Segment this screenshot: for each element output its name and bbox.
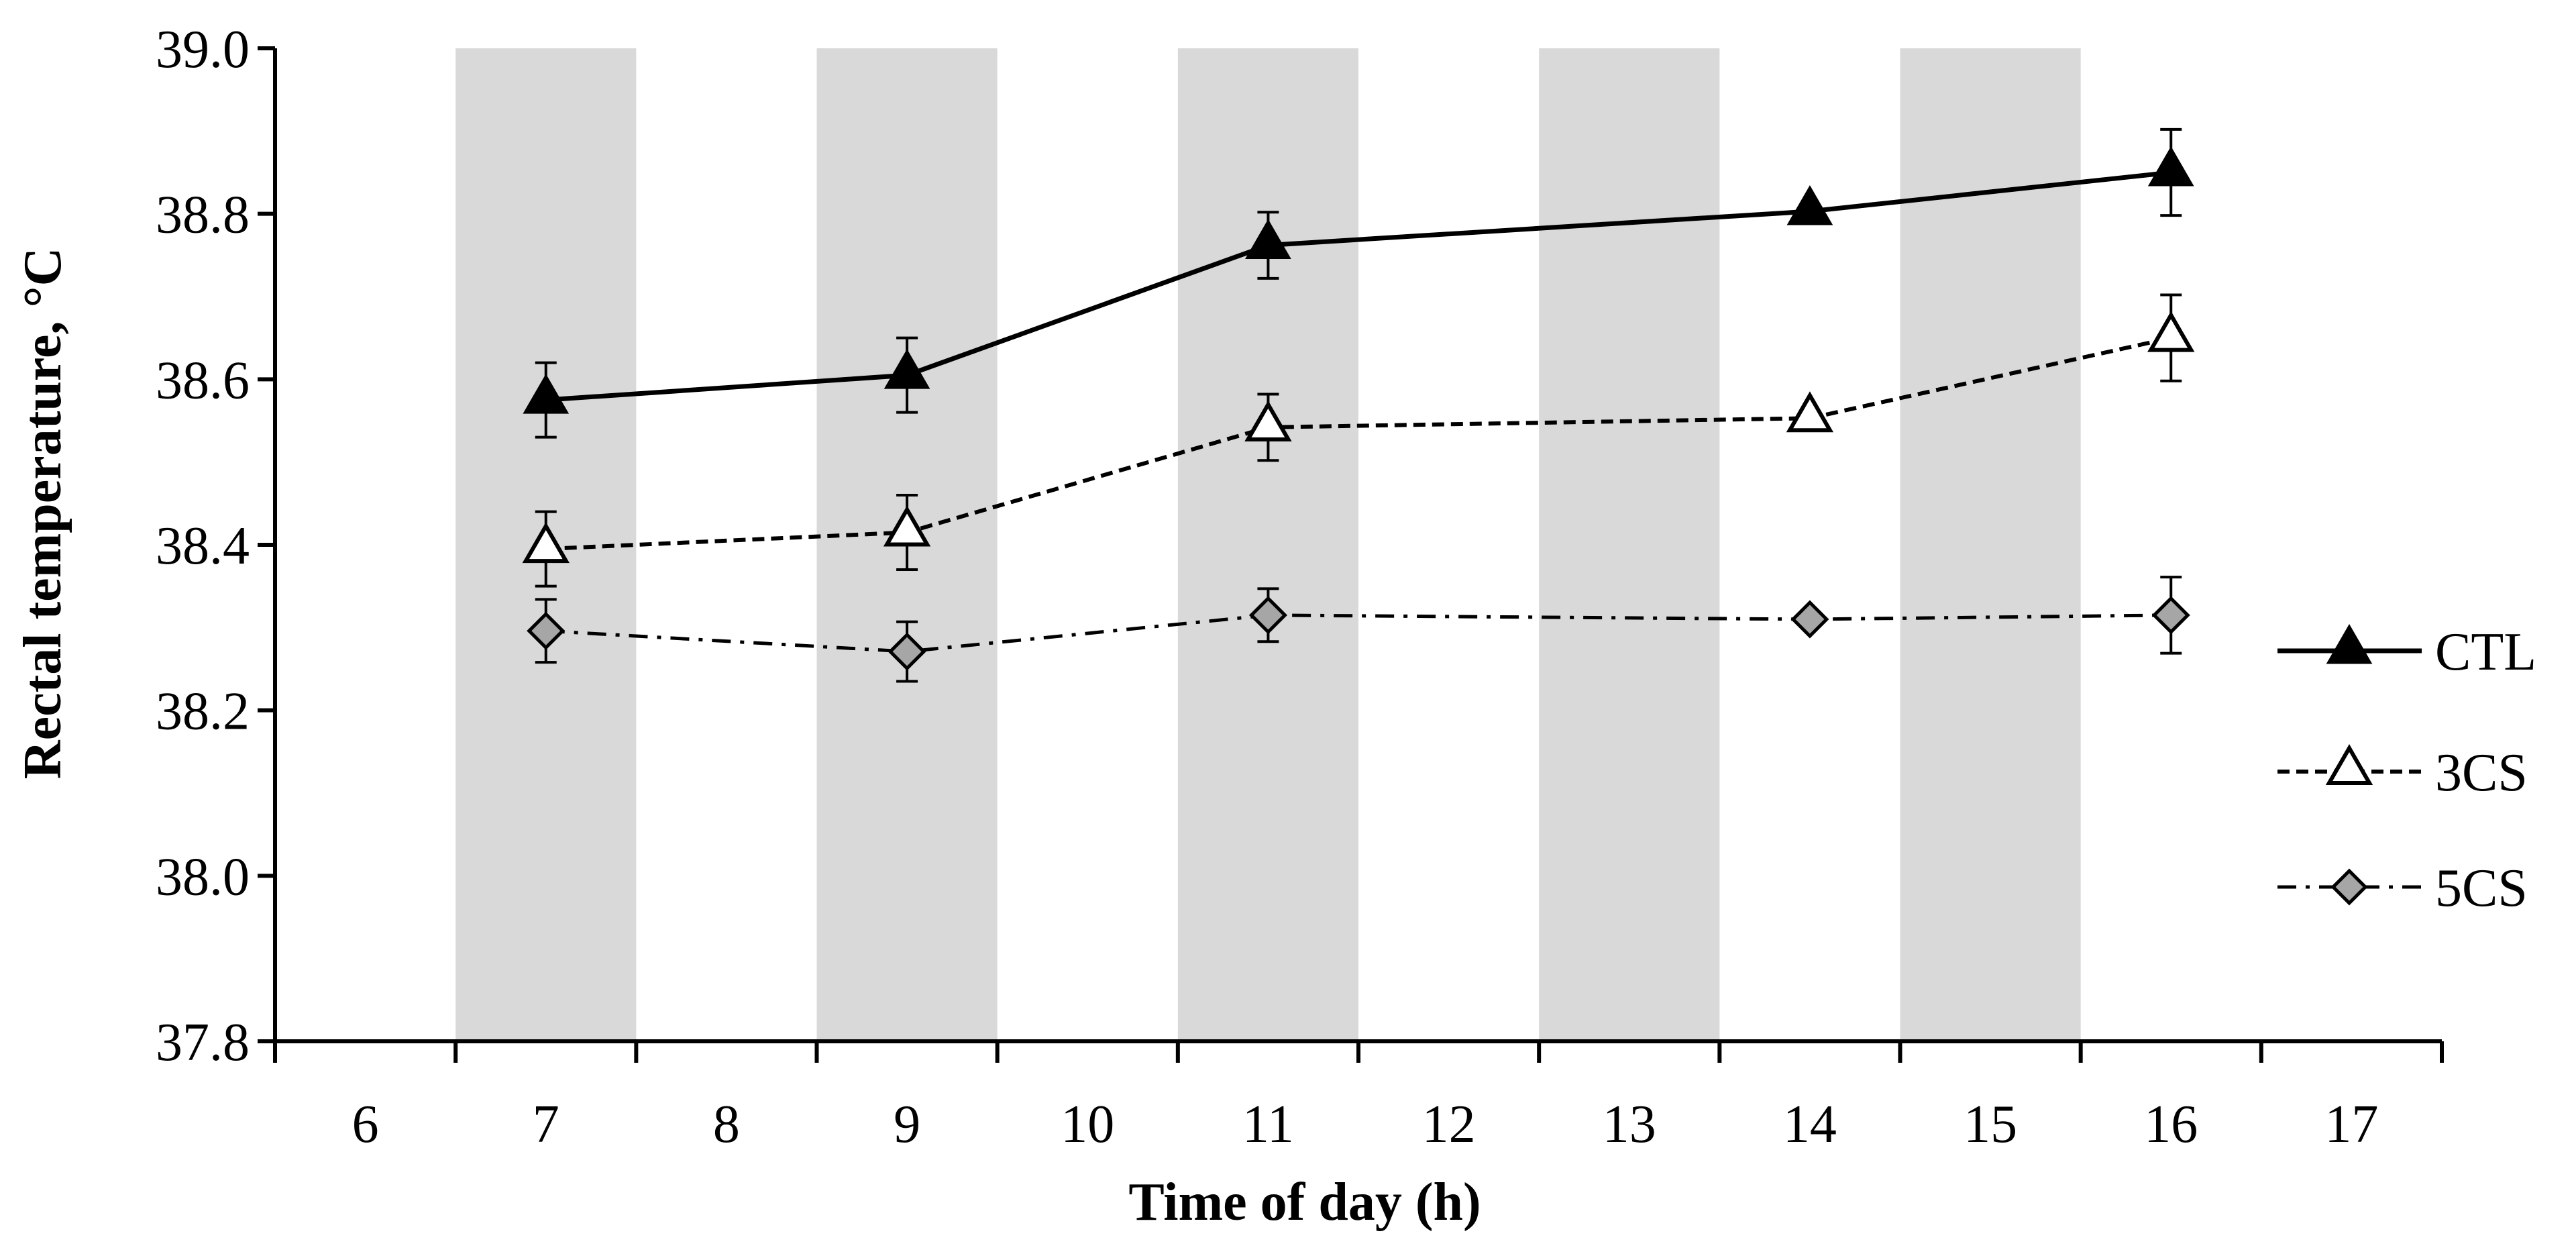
- y-tick-label: 38.8: [156, 186, 250, 245]
- shaded-band-11: [1177, 48, 1358, 1041]
- y-tick-label: 38.2: [156, 682, 250, 741]
- shaded-bands: [455, 48, 2081, 1041]
- shaded-band-13: [1539, 48, 1720, 1041]
- series-5cs: [527, 576, 2190, 683]
- x-tick-label: 13: [1603, 1095, 1656, 1154]
- point-5cs-9: [888, 632, 926, 671]
- point-3cs-7: [522, 522, 570, 564]
- legend-item-5cs: 5CS: [2277, 859, 2528, 918]
- y-axis-title: Rectal temperature, °C: [13, 248, 72, 779]
- y-tick-label: 38.4: [156, 517, 250, 576]
- point-3cs-16: [2147, 311, 2195, 352]
- y-tick-label: 37.8: [156, 1013, 250, 1072]
- x-tick-label: 7: [533, 1095, 559, 1154]
- shaded-band-15: [1900, 48, 2081, 1041]
- point-3cs-9: [883, 505, 931, 547]
- legend-open-triangle-icon: [2325, 743, 2373, 785]
- axes: 37.8 38.0 38.2 38.4 38.6 38.8 39.0 6 7 8 9 10 11 12 13…: [156, 20, 2444, 1154]
- point-5cs-16: [2151, 596, 2190, 635]
- point-3cs-14: [1786, 391, 1834, 433]
- point-ctl-16: [2147, 146, 2194, 187]
- legend-item-ctl: CTL: [2277, 623, 2536, 682]
- point-ctl-9: [883, 349, 930, 389]
- series-layer: [522, 127, 2195, 683]
- y-tick-label: 38.6: [156, 351, 250, 410]
- point-3cs-11: [1244, 400, 1292, 441]
- legend-filled-triangle-icon: [2326, 623, 2373, 664]
- x-tick-label: 17: [2324, 1095, 2378, 1154]
- legend-label-5cs: 5CS: [2435, 859, 2528, 918]
- y-tick-label: 39.0: [156, 20, 250, 79]
- x-tick-label: 15: [1964, 1095, 2017, 1154]
- series-3cs: [522, 293, 2195, 588]
- x-tick-label: 12: [1422, 1095, 1476, 1154]
- point-ctl-14: [1786, 185, 1833, 225]
- legend-gray-diamond-icon: [2330, 868, 2368, 906]
- point-ctl-7: [523, 374, 570, 414]
- x-tick-label: 10: [1061, 1095, 1114, 1154]
- series-ctl: [523, 127, 2194, 439]
- y-tick-label: 38.0: [156, 847, 250, 906]
- point-5cs-14: [1790, 600, 1829, 639]
- x-tick-label: 8: [713, 1095, 740, 1154]
- x-tick-label: 14: [1783, 1095, 1837, 1154]
- legend-label-3cs: 3CS: [2435, 743, 2528, 802]
- x-axis-title: Time of day (h): [1128, 1173, 1481, 1232]
- legend-label-ctl: CTL: [2435, 623, 2536, 682]
- x-tick-label: 9: [894, 1095, 920, 1154]
- legend: CTL 3CS 5CS: [2277, 623, 2536, 918]
- x-tick-label: 16: [2144, 1095, 2198, 1154]
- x-tick-label: 11: [1242, 1095, 1294, 1154]
- legend-item-3cs: 3CS: [2277, 743, 2528, 802]
- point-5cs-11: [1248, 596, 1287, 635]
- x-tick-label: 6: [352, 1095, 379, 1154]
- point-5cs-7: [527, 611, 566, 650]
- point-ctl-11: [1245, 219, 1291, 260]
